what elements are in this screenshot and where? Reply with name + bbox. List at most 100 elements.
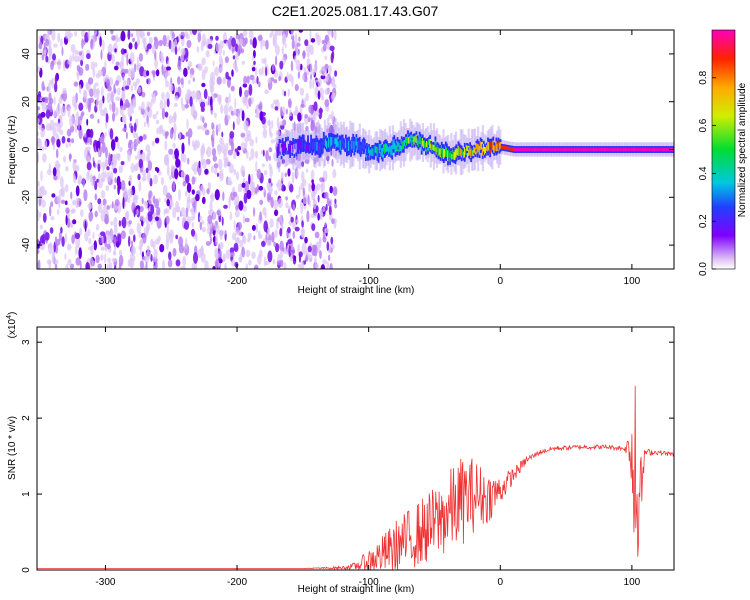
spectrogram-track-core <box>567 147 569 152</box>
spectrogram-noise-cell <box>214 168 218 175</box>
spectrogram-track-core <box>282 144 285 153</box>
spectrogram-noise-cell <box>117 37 121 42</box>
spectrogram-noise-cell <box>321 65 325 72</box>
spectrogram-noise-cell <box>288 245 292 258</box>
spectrogram-noise-cell <box>273 241 277 248</box>
spectrogram-noise-cell <box>166 221 169 233</box>
spectrogram-noise-cell <box>80 209 84 218</box>
spectrogram-noise-cell <box>163 98 166 110</box>
spectrogram-track-core <box>554 147 557 152</box>
spectrogram-track-core <box>362 141 365 151</box>
spectrogram-noise-cell <box>104 170 107 178</box>
spectrogram-noise-cell <box>221 131 224 138</box>
spectrogram-noise-cell <box>165 192 171 200</box>
spectrogram-noise-cell <box>139 260 144 269</box>
spectrogram-track-core <box>429 138 431 148</box>
spectrogram-track-core <box>616 147 619 152</box>
spectrogram-noise-cell <box>90 61 95 71</box>
spectrogram-noise-cell <box>51 193 56 198</box>
spectrogram-noise-cell <box>284 172 288 177</box>
spectrogram-track-core <box>520 147 523 152</box>
spectrogram-noise-cell <box>191 262 195 269</box>
spectrogram-noise-cell <box>97 202 103 214</box>
spectrogram-noise-cell <box>78 51 83 56</box>
spectrogram-noise-cell <box>188 135 191 146</box>
spectrogram-noise-cell <box>292 203 295 210</box>
spectrogram-noise-cell <box>301 74 305 81</box>
spectrogram-noise-cell <box>151 92 155 98</box>
snr-x-ticks: -300 -200 -100 0 100 <box>95 327 641 588</box>
spectrogram-noise-cell <box>210 86 213 98</box>
spectrogram-noise-cell <box>191 207 194 216</box>
spectrogram-noise-cell <box>152 113 157 120</box>
spectrogram-noise-cell <box>56 195 62 204</box>
spectrogram-track-core <box>426 141 428 148</box>
spectrogram-noise-cell <box>196 165 200 173</box>
spectrogram-track-core <box>411 140 414 146</box>
spectrogram-noise-cell <box>130 125 134 134</box>
spectrogram-track-core <box>319 142 322 154</box>
spectrogram-track-core <box>480 142 483 150</box>
y-tick-label: 20 <box>21 96 32 108</box>
spectrogram-noise-cell <box>84 220 87 232</box>
spectrogram-noise-cell <box>87 101 91 113</box>
spectrogram-noise-cell <box>157 125 163 135</box>
spectrogram-noise-cell <box>172 180 176 191</box>
spectrogram-noise-cell <box>314 126 317 136</box>
spectrogram-noise-cell <box>191 164 196 172</box>
spectrogram-noise-cell <box>180 265 186 269</box>
spectrogram-noise-cell <box>201 158 207 169</box>
spectrogram-noise-cell <box>241 182 246 188</box>
spectrogram-noise-cell <box>122 197 125 209</box>
spectrogram-track-core <box>419 136 422 144</box>
spectrogram-noise-cell <box>238 112 241 119</box>
spectrogram-track-core <box>457 145 460 156</box>
spectrogram-noise-cell <box>231 69 234 77</box>
spectrogram-track-core <box>568 147 570 152</box>
spectrogram-noise-cell <box>244 217 250 223</box>
spectrogram-noise-cell <box>115 33 119 44</box>
spectrogram-noise-cell <box>95 72 101 79</box>
spectrogram-noise-cell <box>195 90 199 96</box>
spectrogram-noise-cell <box>248 156 252 161</box>
spectrogram-noise-cell <box>312 199 318 210</box>
spectrogram-track-core <box>539 147 542 152</box>
spectrogram-noise-cell <box>39 243 45 251</box>
spectrogram-track-core <box>325 138 327 147</box>
spectrogram-track-core <box>438 148 441 156</box>
spectrogram-noise-cell <box>87 228 91 237</box>
spectrogram-track-core <box>309 145 311 151</box>
spectrogram-track-core <box>570 147 573 152</box>
spectrogram-noise-cell <box>42 153 47 163</box>
spectrogram-noise-cell <box>64 253 67 260</box>
spectrogram-track-core <box>339 140 342 151</box>
colorbar-ticks: 0.0 0.2 0.4 0.6 0.8 <box>698 70 716 276</box>
spectrogram-noise-cell <box>315 205 319 213</box>
spectrogram-noise-cell <box>90 128 94 139</box>
spectrogram-track-core <box>598 147 601 152</box>
spectrogram-noise-cell <box>189 96 193 107</box>
spectrogram-noise-cell <box>245 130 251 138</box>
spectrogram-noise-cell <box>197 63 202 70</box>
spectrogram-track-core <box>544 147 546 152</box>
spectrogram-noise-cell <box>119 146 123 153</box>
spectrogram-track-core <box>408 137 410 144</box>
spectrogram-track-core <box>390 146 392 155</box>
spectrogram-noise-cell <box>228 92 231 103</box>
spectrogram-track-core <box>660 147 663 152</box>
spectrogram-track-core <box>335 138 338 148</box>
spectrogram-noise-cell <box>301 228 305 238</box>
spectrogram-noise-cell <box>280 124 285 130</box>
spectrogram-noise-cell <box>185 207 189 218</box>
spectrogram-track-core <box>529 147 531 152</box>
spectrogram-noise-cell <box>49 125 52 131</box>
spectrogram-noise-cell <box>153 174 159 185</box>
spectrogram-track-core <box>515 147 518 152</box>
spectrogram-noise-cell <box>288 156 293 164</box>
spectrogram-track-core <box>646 147 648 152</box>
spectrogram-noise-cell <box>116 140 120 149</box>
spectrogram-noise-cell <box>324 63 329 70</box>
spectrogram-track-core <box>635 147 638 152</box>
spectrogram-track-core <box>414 135 417 142</box>
spectrogram-noise-cell <box>114 48 117 53</box>
